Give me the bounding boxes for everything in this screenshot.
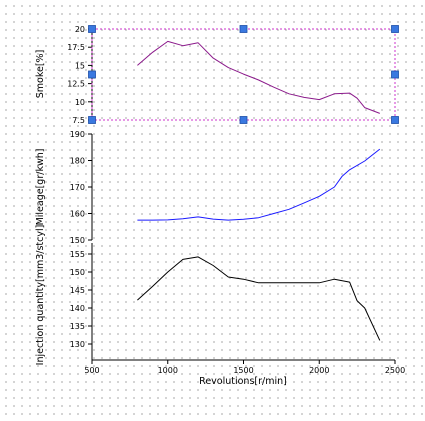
injection-y-tick-label: 135 [70,322,85,331]
mileage-series-line [137,148,381,221]
x-tick-label: 2500 [385,366,405,375]
mileage-panel[interactable]: 150 160 170 180 190 Mileage[gr/kwh] [35,130,381,245]
injection-y-tick-label: 150 [70,268,85,277]
smoke-y-axis-title: Smoke[%] [35,50,46,99]
x-tick-label: 1500 [233,366,253,375]
injection-y-axis-title: Injection quantity[mm3/stcyl] [35,225,46,366]
injection-y-tick-label: 140 [70,304,85,313]
mileage-y-tick-label: 160 [70,210,85,219]
smoke-panel[interactable]: 7.5 10 12.5 15 17.5 20 Smoke[%] [35,25,399,125]
injection-y-tick-label: 145 [70,286,85,295]
smoke-y-tick-label: 17.5 [67,43,85,52]
resize-handle[interactable] [391,25,399,33]
smoke-y-tick-label: 15 [75,61,85,70]
injection-y-tick-label: 130 [70,340,85,349]
x-tick-label: 500 [84,366,99,375]
resize-handle[interactable] [239,25,248,33]
x-axis-title: Revolutions[r/min] [199,376,287,387]
mileage-y-axis-title: Mileage[gr/kwh] [35,149,46,226]
mileage-y-tick-label: 170 [70,183,85,192]
smoke-y-tick-label: 20 [75,25,85,34]
mileage-y-tick-label: 190 [70,130,85,139]
resize-handle[interactable] [88,116,96,124]
resize-handle[interactable] [88,25,96,33]
injection-panel[interactable]: 130 135 140 145 150 155 500 1000 1500 2000 2500 I… [35,225,405,387]
resize-handle[interactable] [239,116,248,124]
injection-series-line [137,256,381,341]
smoke-y-tick-label: 10 [75,98,85,107]
smoke-series-line [137,40,380,114]
smoke-y-tick-label: 12.5 [67,80,85,89]
mileage-y-tick-label: 150 [70,236,85,245]
resize-handle[interactable] [391,70,399,79]
smoke-y-tick-label: 7.5 [72,116,85,125]
x-tick-label: 2000 [309,366,329,375]
mileage-y-tick-label: 180 [70,157,85,166]
resize-handle[interactable] [88,70,96,79]
resize-handle[interactable] [391,116,399,124]
injection-y-tick-label: 155 [70,250,85,259]
x-tick-label: 1000 [158,366,178,375]
